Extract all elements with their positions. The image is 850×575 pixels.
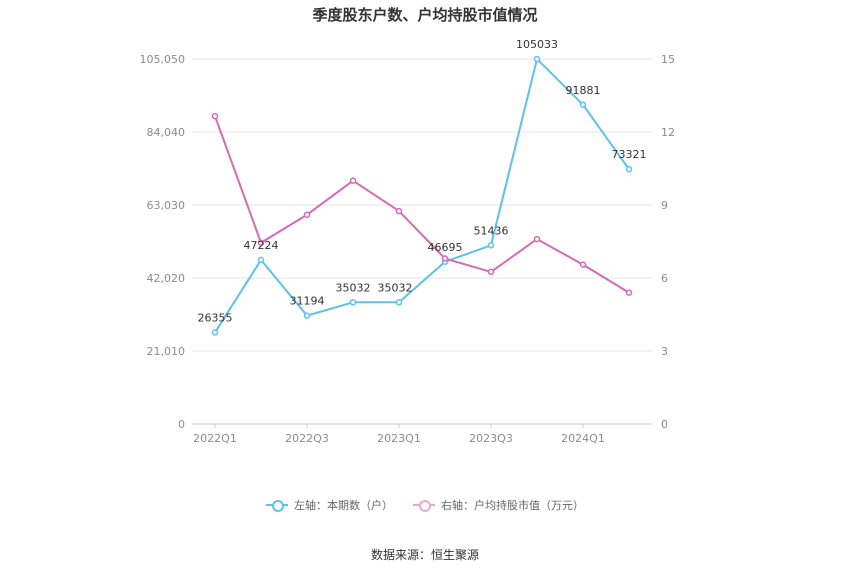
legend-swatch-blue — [266, 499, 288, 512]
data-point-holders — [625, 165, 633, 173]
left-tick-label: 63,030 — [147, 199, 186, 212]
data-label-holders: 47224 — [244, 239, 279, 252]
right-tick-label: 12 — [661, 126, 675, 139]
data-label-holders: 105033 — [516, 38, 558, 51]
data-point-holders — [257, 256, 265, 264]
left-tick-label: 21,010 — [147, 345, 186, 358]
x-tick-label: 2024Q1 — [561, 432, 605, 445]
data-point-holders — [303, 312, 311, 319]
right-tick-label: 3 — [661, 345, 668, 358]
data-point-holders — [211, 329, 219, 336]
series-layer — [211, 55, 633, 336]
data-point-avg-value — [303, 211, 311, 218]
data-label-holders: 51436 — [474, 224, 509, 237]
legend-item-right-series[interactable]: 右轴：户均持股市值（万元） — [413, 497, 584, 513]
right-tick-label: 6 — [661, 272, 668, 285]
chart-title: 季度股东户数、户均持股市值情况 — [312, 6, 538, 24]
data-label-holders: 31194 — [290, 295, 325, 308]
data-label-holders: 91881 — [566, 84, 601, 97]
data-label-holders: 46695 — [428, 241, 463, 254]
data-label-holders: 26355 — [198, 311, 233, 324]
data-label-holders: 35032 — [336, 281, 371, 294]
data-point-avg-value — [625, 289, 633, 296]
series-line-avg-value — [214, 115, 630, 294]
right-tick-label: 0 — [661, 418, 668, 431]
x-tick-label: 2022Q3 — [285, 432, 329, 445]
x-axis: 2022Q1 2022Q3 2023Q1 2023Q3 2024Q1 — [193, 424, 605, 445]
data-label-holders: 73321 — [612, 148, 647, 161]
x-tick-label: 2023Q1 — [377, 432, 421, 445]
legend-label-right: 右轴：户均持股市值（万元） — [441, 499, 584, 512]
x-tick-label: 2023Q3 — [469, 432, 513, 445]
x-tick-label: 2022Q1 — [193, 432, 237, 445]
legend-label-left: 左轴：本期数（户） — [294, 499, 393, 512]
left-axis: 0 21,010 42,020 63,030 84,040 105,050 — [140, 53, 186, 431]
data-point-holders — [533, 55, 541, 63]
right-tick-label: 9 — [661, 199, 668, 212]
data-point-avg-value — [533, 235, 541, 243]
legend-swatch-pink — [413, 499, 435, 512]
data-point-avg-value — [395, 207, 403, 215]
data-point-holders — [579, 101, 587, 109]
legend-item-left-series[interactable]: 左轴：本期数（户） — [266, 497, 393, 513]
data-point-holders — [395, 299, 403, 306]
left-tick-label: 0 — [178, 418, 185, 431]
data-label-holders: 35032 — [378, 281, 413, 294]
data-source: 数据来源：恒生聚源 — [370, 548, 479, 562]
data-point-avg-value — [441, 255, 449, 262]
data-point-holders — [487, 242, 495, 249]
left-tick-label: 42,020 — [147, 272, 186, 285]
data-point-avg-value — [349, 177, 357, 184]
series-line-holders — [214, 58, 630, 333]
left-tick-label: 105,050 — [140, 53, 186, 66]
data-point-avg-value — [579, 261, 587, 268]
legend: 左轴：本期数（户） 右轴：户均持股市值（万元） — [0, 497, 850, 513]
data-point-holders — [349, 299, 357, 306]
left-tick-label: 84,040 — [147, 126, 186, 139]
data-point-avg-value — [257, 239, 265, 246]
grid-lines — [192, 58, 652, 425]
data-point-avg-value — [487, 268, 495, 276]
right-axis: 0 3 6 9 12 15 — [661, 53, 675, 431]
right-tick-label: 15 — [661, 53, 675, 66]
data-point-avg-value — [211, 112, 219, 120]
data-labels: 26355 47224 31194 35032 35032 46695 51436 10503… — [198, 38, 647, 324]
